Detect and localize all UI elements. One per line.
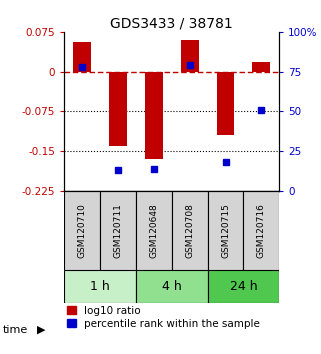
Bar — [64, 191, 100, 270]
Bar — [100, 191, 136, 270]
Text: GSM120710: GSM120710 — [78, 203, 87, 258]
Bar — [217, 72, 234, 135]
Bar — [136, 191, 172, 270]
Bar — [64, 270, 136, 303]
Bar — [73, 42, 91, 72]
Title: GDS3433 / 38781: GDS3433 / 38781 — [110, 17, 233, 31]
Text: GSM120648: GSM120648 — [149, 203, 158, 258]
Bar — [181, 40, 199, 72]
Text: 1 h: 1 h — [90, 280, 110, 293]
Text: GSM120708: GSM120708 — [185, 203, 194, 258]
Bar — [145, 72, 163, 159]
Bar — [136, 270, 208, 303]
Bar — [243, 191, 279, 270]
Bar — [208, 191, 243, 270]
Legend: log10 ratio, percentile rank within the sample: log10 ratio, percentile rank within the … — [67, 306, 260, 329]
Text: 24 h: 24 h — [230, 280, 257, 293]
Text: GSM120716: GSM120716 — [257, 203, 266, 258]
Bar — [208, 270, 279, 303]
Text: GSM120711: GSM120711 — [113, 203, 123, 258]
Bar — [172, 191, 208, 270]
Text: time: time — [3, 325, 29, 335]
Bar — [109, 72, 127, 146]
Text: 4 h: 4 h — [162, 280, 182, 293]
Bar — [252, 62, 270, 72]
Text: ▶: ▶ — [37, 325, 45, 335]
Text: GSM120715: GSM120715 — [221, 203, 230, 258]
